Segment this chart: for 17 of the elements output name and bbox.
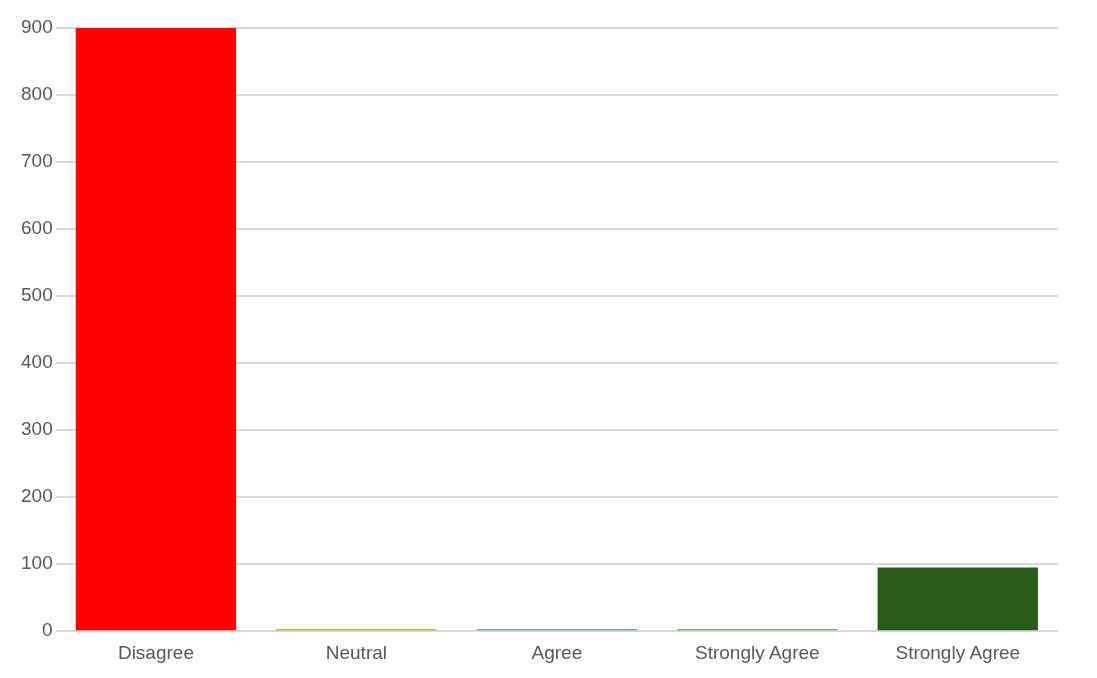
x-tick-label: Strongly Agree [694, 641, 820, 663]
y-tick-label: 100 [21, 552, 53, 574]
y-tick-label: 500 [21, 284, 53, 306]
bar [877, 567, 1038, 631]
x-tick-label: Strongly Agree [895, 641, 1021, 663]
y-tick-label: 600 [21, 217, 53, 239]
y-tick-label: 900 [21, 16, 53, 38]
x-tick-label: Agree [531, 641, 583, 663]
bar [75, 28, 237, 631]
y-tick-label: 0 [42, 619, 53, 641]
y-tick-label: 200 [21, 485, 53, 507]
x-tick-label: Neutral [325, 641, 388, 663]
y-tick-label: 700 [21, 150, 53, 172]
y-tick-label: 300 [21, 418, 53, 440]
y-tick-label: 400 [21, 351, 53, 373]
y-tick-label: 800 [21, 83, 53, 105]
x-tick-label: Disagree [117, 641, 194, 663]
